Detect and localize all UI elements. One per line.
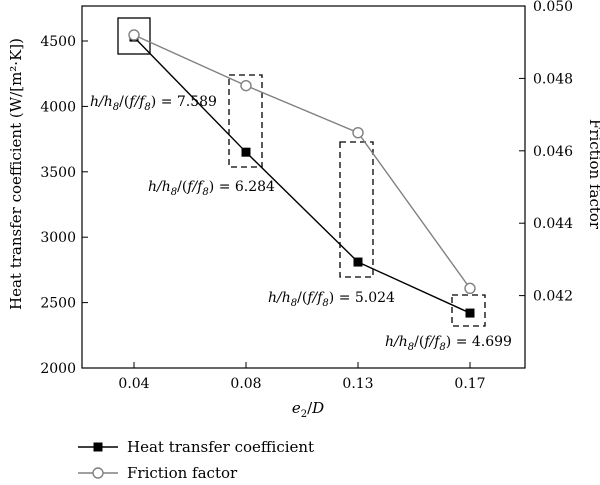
ratio-annotation: h/h8/(f/f8) = 5.024 (268, 290, 395, 309)
y-tick-label: 3000 (40, 230, 76, 246)
legend-label: Heat transfer coefficient (127, 438, 314, 456)
highlight-boxes (117, 17, 486, 327)
data-point-friction (464, 282, 476, 295)
highlight-box (451, 294, 486, 327)
y-axis-label: Heat transfer coefficient (W/[m²·K]) (7, 38, 25, 310)
y2-tick-label: 0.050 (533, 0, 573, 15)
y-tick-label: 2000 (40, 361, 76, 377)
legend-label: Friction factor (127, 464, 238, 482)
x-tick-label: 0.17 (454, 376, 485, 392)
y-tick-label: 3500 (40, 165, 76, 181)
data-point-heat-transfer (241, 147, 251, 157)
data-point-heat-transfer (465, 308, 475, 318)
ratio-annotation: h/h8/(f/f8) = 6.284 (148, 179, 275, 198)
x-tick-label: 0.13 (342, 376, 373, 392)
series-line (133, 36, 471, 314)
y2-tick-label: 0.048 (533, 71, 573, 87)
series-lines (133, 34, 471, 314)
series-line (133, 34, 471, 289)
legend-circle-marker (92, 467, 104, 479)
plot-frame (81, 5, 526, 369)
y2-tick-label: 0.046 (533, 144, 573, 160)
y2-axis-label: Friction factor (586, 119, 600, 230)
y-tick-label: 4500 (40, 34, 76, 50)
highlight-box (228, 74, 263, 168)
highlight-box (117, 17, 151, 55)
axes: 2000 2500 3000 3500 4000 4500 0.042 0.044 0.046 0… (40, 0, 573, 392)
y-tick-label: 4000 (40, 99, 76, 115)
series-markers (128, 29, 476, 318)
data-point-friction (240, 79, 252, 92)
y2-tick-label: 0.044 (533, 216, 573, 232)
y-tick-label: 2500 (40, 296, 76, 312)
annotations: h/h8/(f/f8) = 7.589 h/h8/(f/f8) = 6.284 h/… (90, 94, 512, 353)
x-axis-label: e2/D (292, 399, 324, 420)
legend: Heat transfer coefficient Friction factor (78, 438, 314, 482)
ratio-annotation: h/h8/(f/f8) = 7.589 (90, 94, 217, 113)
ratio-annotation: h/h8/(f/f8) = 4.699 (385, 334, 512, 353)
data-point-heat-transfer (353, 257, 363, 267)
x-tick-label: 0.04 (118, 376, 149, 392)
highlight-box (339, 141, 374, 278)
x-tick-label: 0.08 (230, 376, 261, 392)
legend-square-marker (93, 442, 103, 452)
y2-tick-label: 0.042 (533, 289, 573, 305)
data-point-friction (128, 29, 140, 41)
data-point-friction (352, 126, 364, 139)
